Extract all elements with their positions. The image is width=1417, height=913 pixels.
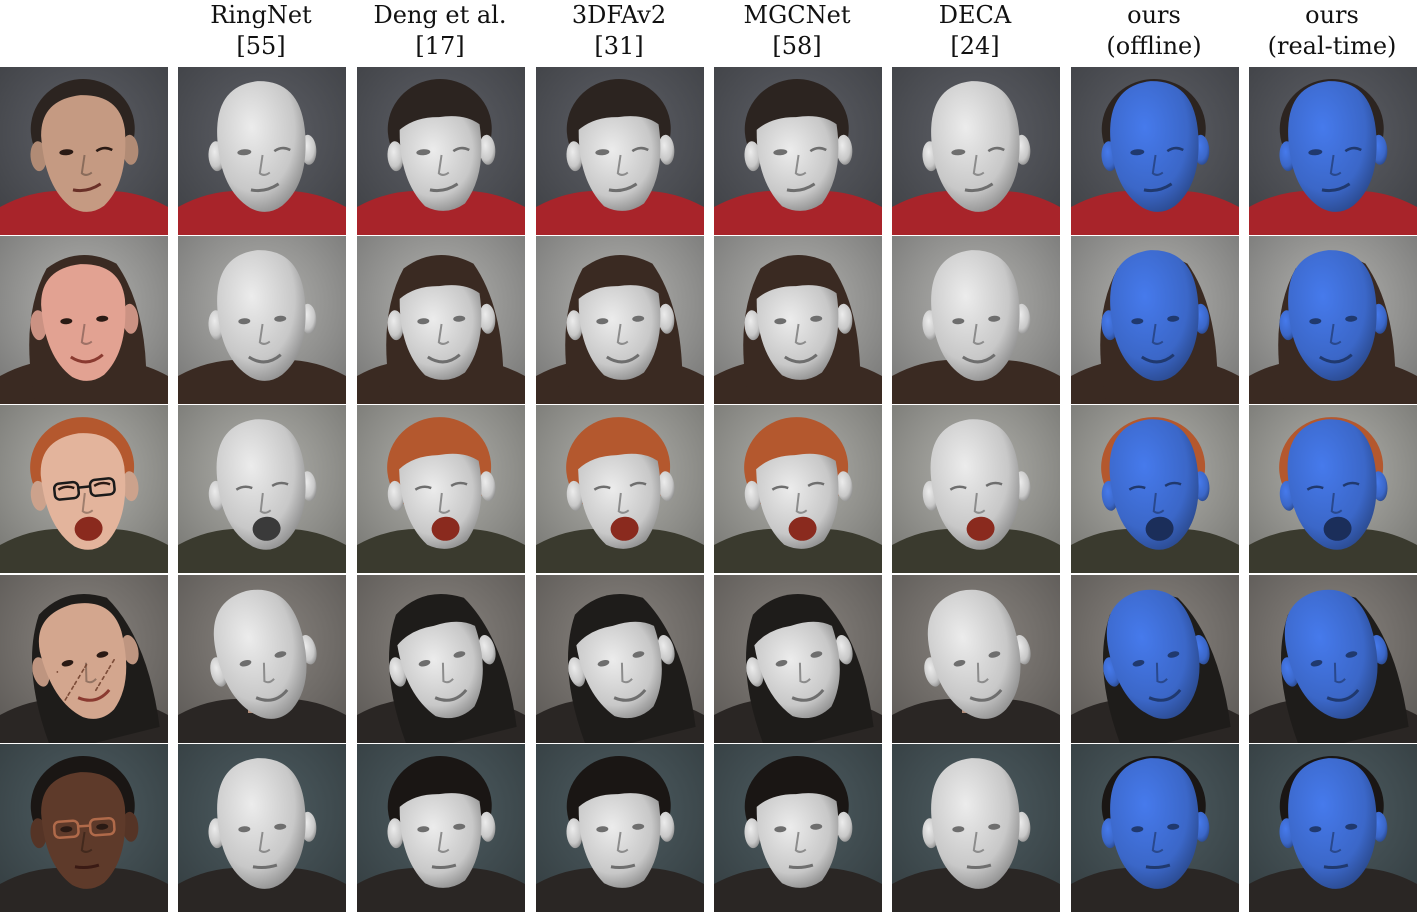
result-image — [1249, 744, 1417, 912]
result-image — [714, 405, 882, 573]
result-image — [357, 405, 525, 573]
result-image — [892, 236, 1060, 404]
result-image — [536, 236, 704, 404]
method-name: ours — [1305, 1, 1359, 29]
method-name: ours — [1127, 1, 1181, 29]
result-image — [714, 67, 882, 235]
result-image — [536, 575, 704, 743]
result-image — [536, 67, 704, 235]
result-image — [1249, 405, 1417, 573]
result-image — [714, 575, 882, 743]
method-reference: [24] — [950, 32, 1000, 60]
result-image — [0, 575, 168, 743]
result-image — [1071, 67, 1239, 235]
result-image — [892, 744, 1060, 912]
result-image — [357, 67, 525, 235]
result-image — [0, 236, 168, 404]
result-image — [178, 236, 346, 404]
result-image — [178, 67, 346, 235]
result-image — [714, 744, 882, 912]
result-image — [357, 575, 525, 743]
result-image — [1249, 575, 1417, 743]
method-name: 3DFAv2 — [571, 1, 667, 29]
method-name: RingNet — [210, 1, 312, 29]
result-image — [892, 575, 1060, 743]
result-image — [178, 405, 346, 573]
method-name: Deng et al. — [373, 1, 507, 29]
column-header-7: ours (real-time) — [1249, 0, 1415, 62]
method-reference: [31] — [594, 32, 644, 60]
column-header-4: MGCNet [58] — [714, 0, 880, 62]
method-name: DECA — [938, 1, 1012, 29]
result-image — [1071, 405, 1239, 573]
result-image — [536, 744, 704, 912]
column-header-1: RingNet [55] — [178, 0, 344, 62]
result-image — [1071, 744, 1239, 912]
column-header-2: Deng et al. [17] — [357, 0, 523, 62]
result-image — [0, 67, 168, 235]
result-image — [714, 236, 882, 404]
method-reference: [58] — [772, 32, 822, 60]
column-header-5: DECA [24] — [892, 0, 1058, 62]
method-name: MGCNet — [743, 1, 851, 29]
result-image — [0, 405, 168, 573]
method-reference: [17] — [415, 32, 465, 60]
result-image — [178, 575, 346, 743]
result-image — [357, 236, 525, 404]
result-image — [357, 744, 525, 912]
result-image — [536, 405, 704, 573]
result-image — [892, 405, 1060, 573]
method-reference: (real-time) — [1267, 32, 1397, 60]
method-reference: [55] — [236, 32, 286, 60]
result-image — [1249, 67, 1417, 235]
result-image — [892, 67, 1060, 235]
result-image — [1249, 236, 1417, 404]
column-header-6: ours (offline) — [1071, 0, 1237, 62]
result-image — [1071, 575, 1239, 743]
result-image — [0, 744, 168, 912]
result-image — [178, 744, 346, 912]
column-header-3: 3DFAv2 [31] — [536, 0, 702, 62]
result-image — [1071, 236, 1239, 404]
method-reference: (offline) — [1106, 32, 1202, 60]
